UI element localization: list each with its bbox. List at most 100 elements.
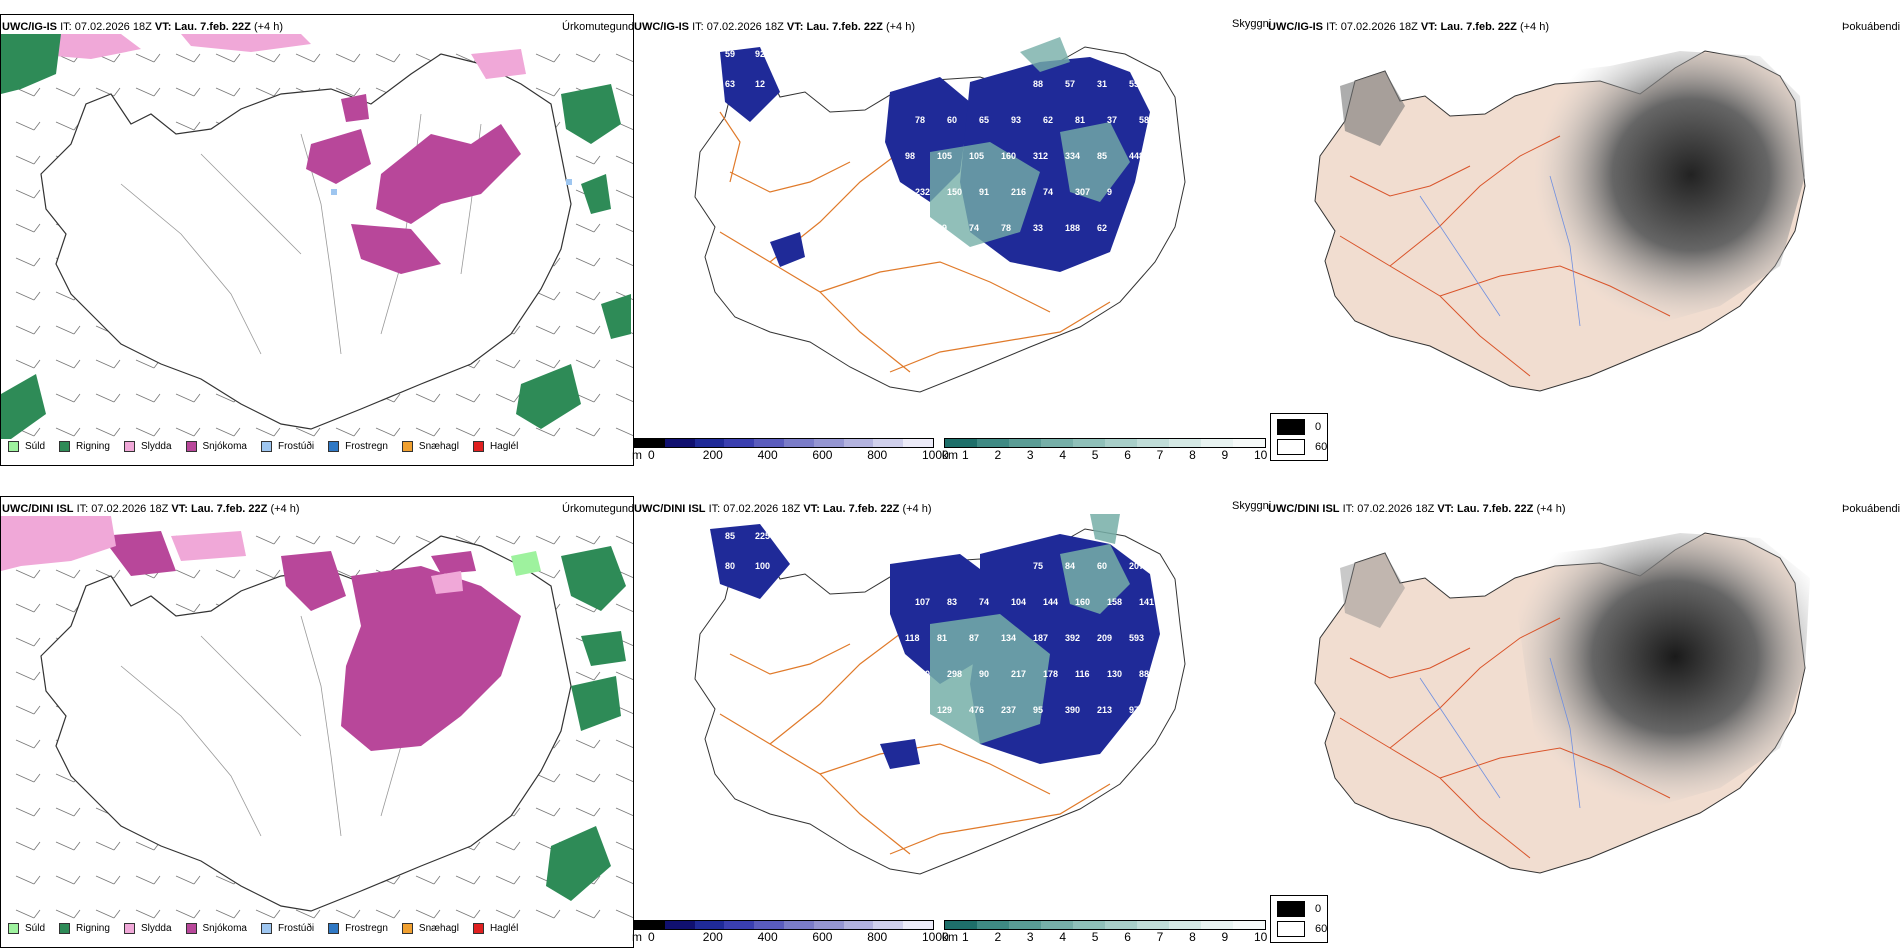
cloud-base-value: 312 [1033, 151, 1048, 161]
vt-label: VT: [154, 21, 172, 33]
cloud-base-value: 144 [1043, 597, 1058, 607]
legend-label: Frostregn [345, 441, 388, 452]
snow-areas [101, 531, 521, 751]
cloudbase-unit: m [632, 930, 642, 944]
legend-item: Haglél [472, 441, 518, 452]
wind-barb [175, 393, 201, 403]
wind-barb [295, 909, 321, 919]
fog-legend-1: 0 60 [1270, 413, 1328, 461]
wind-barb [175, 875, 201, 885]
colorbar-segment [1073, 439, 1105, 447]
vt-label: VT: [786, 21, 804, 33]
cloud-base-value: 88 [1139, 669, 1149, 679]
legend-label: Frostregn [345, 923, 388, 934]
wind-barb [175, 121, 201, 131]
cloud-base-value: 298 [947, 669, 962, 679]
wind-barb [255, 909, 281, 919]
cloud-base-value: 98 [905, 151, 915, 161]
precip-title-1: UWC/IG-IS IT: 07.02.2026 18Z VT: Lau. 7.… [2, 21, 283, 33]
wind-barb [575, 393, 601, 403]
colorbar-segment [945, 921, 977, 929]
colorbar-segment [945, 439, 977, 447]
wind-barb [495, 909, 521, 919]
legend-item: Rigning [59, 441, 110, 452]
colorbar-tick: 1000 [922, 930, 949, 944]
colorbar-segment [873, 439, 904, 447]
cloud-base-value: 12 [755, 79, 765, 89]
cloud-base-value: 150 [947, 187, 962, 197]
cloudbase-title-2: UWC/DINI ISL IT: 07.02.2026 18Z VT: Lau.… [634, 503, 931, 515]
wind-barb [15, 739, 41, 749]
lead-time: (+4 h) [270, 503, 300, 515]
wind-barb [215, 909, 241, 919]
legend-item: Súld [8, 923, 45, 934]
precip-type-label-2: Úrkomutegund [562, 503, 635, 515]
fog-title-1: UWC/IG-IS IT: 07.02.2026 18Z VT: Lau. 7.… [1268, 21, 1549, 33]
cloud-base-value: 89 [937, 223, 947, 233]
colorbar-tick: 6 [1124, 930, 1131, 944]
precip-title-2: UWC/DINI ISL IT: 07.02.2026 18Z VT: Lau.… [2, 503, 299, 515]
colorbar-segment [843, 439, 874, 447]
wind-barb [295, 427, 321, 437]
wind-barb [135, 875, 161, 885]
wind-barb [215, 569, 241, 579]
wind-barb [575, 53, 601, 63]
colorbar-tick: 1000 [922, 448, 949, 462]
legend-label: Snjókoma [202, 923, 247, 934]
cloud-base-value: 58 [1139, 115, 1149, 125]
wind-barb [135, 427, 161, 437]
cloud-base-value: 57 [1065, 79, 1075, 89]
colorbar-segment [783, 439, 814, 447]
wind-barb [495, 841, 521, 851]
cloud-base-value: 55 [1129, 79, 1139, 89]
cloud-base-value: 210 [915, 669, 930, 679]
legend-item: Snjókoma [185, 923, 247, 934]
legend-swatch [185, 441, 197, 452]
road-network [1339, 135, 1671, 377]
legend-item: Snæhagl [401, 923, 459, 934]
legend-item: Haglél [472, 923, 518, 934]
cloud-base-value: 593 [1129, 633, 1144, 643]
model-name: UWC/DINI ISL [1268, 503, 1340, 515]
colorbar-segment [1073, 921, 1105, 929]
legend-item: Frostregn [328, 923, 388, 934]
vt-value: Lau. 7.feb. 22Z [174, 21, 251, 33]
wind-barb [615, 189, 633, 198]
legend-label: Snjókoma [202, 441, 247, 452]
precip-panel-1 [0, 14, 634, 466]
fog-tick: 60 [1315, 441, 1328, 453]
colorbar-tick: 0 [648, 448, 655, 462]
colorbar-tick: 0 [648, 930, 655, 944]
it-value: 07.02.2026 18Z [1357, 503, 1435, 515]
cloudbase-map-1: 59 92 63 12 88 57 31 55 78 60 65 93 62 81 37 58 98 105 105… [694, 37, 1186, 393]
colorbar-tick: 200 [702, 930, 723, 944]
colorbar-segment [1009, 439, 1041, 447]
cloud-base-value: 334 [1065, 151, 1080, 161]
wind-barb [575, 909, 601, 919]
wind-barb [15, 223, 41, 233]
wind-barb [455, 909, 481, 919]
wind-barb [55, 393, 81, 403]
wind-barb [415, 427, 441, 437]
wind-barb [535, 427, 561, 437]
cloud-base-value: 37 [1107, 115, 1117, 125]
wind-barb [535, 325, 561, 335]
cloud-base-value: 81 [1075, 115, 1085, 125]
fog-title-2: UWC/DINI ISL IT: 07.02.2026 18Z VT: Lau.… [1268, 503, 1565, 515]
wind-barb [335, 87, 361, 97]
wind-barb [615, 807, 633, 816]
lead-time: (+4 h) [253, 21, 283, 33]
rivers [1419, 657, 1581, 809]
wind-barb [55, 841, 81, 851]
legend-label: Snæhagl [418, 441, 459, 452]
it-value: 07.02.2026 18Z [74, 21, 152, 33]
visibility-colorbar-2: 1 2 3 4 5 6 7 8 9 10 km [942, 920, 1268, 944]
wind-barb [615, 155, 633, 164]
colorbar-tick: 10 [1254, 930, 1268, 944]
wind-barb [615, 223, 633, 232]
cloud-base-value: 93 [1011, 115, 1021, 125]
colorbar-tick: 1 [962, 930, 969, 944]
colorbar-segment [1137, 439, 1169, 447]
legend-swatch [123, 441, 135, 452]
freezing-rain-areas [331, 179, 572, 195]
